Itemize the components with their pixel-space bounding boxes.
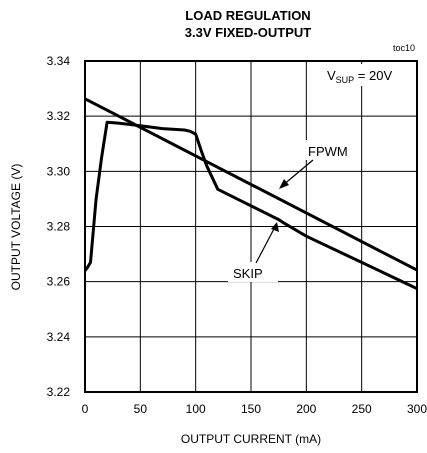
series-line-skip	[83, 120, 418, 290]
series-line-fpwm	[84, 97, 418, 272]
x-tick-label: 150	[241, 402, 261, 416]
condition-label-background	[322, 64, 398, 86]
y-tick-label: 3.26	[47, 275, 71, 289]
y-tick-label: 3.22	[47, 385, 71, 399]
y-tick-label: 3.24	[47, 330, 71, 344]
y-tick-labels: 3.22 3.24 3.26 3.28 3.30 3.32 3.34	[47, 54, 71, 399]
fpwm-arrow-head	[279, 179, 289, 189]
y-tick-label: 3.30	[47, 164, 71, 178]
y-tick-label: 3.34	[47, 54, 71, 68]
x-tick-label: 0	[82, 402, 89, 416]
chart-subtitle: 3.3V FIXED-OUTPUT	[185, 25, 311, 40]
fpwm-label-background	[305, 140, 355, 160]
skip-arrow-head	[271, 222, 279, 232]
y-tick-label: 3.28	[47, 220, 71, 234]
skip-arrow-shaft	[255, 226, 276, 264]
figure-id-label: toc10	[393, 43, 415, 53]
fpwm-arrow-shaft	[281, 159, 314, 187]
x-tick-label: 300	[407, 402, 427, 416]
y-axis-label: OUTPUT VOLTAGE (V)	[9, 164, 23, 291]
chart-title: LOAD REGULATION	[185, 8, 310, 23]
x-tick-label: 200	[296, 402, 316, 416]
x-axis-label: OUTPUT CURRENT (mA)	[181, 432, 321, 446]
fpwm-label: FPWM	[308, 144, 348, 159]
plot-frame	[84, 60, 418, 393]
y-tick-label: 3.32	[47, 109, 71, 123]
x-tick-labels: 0 50 100 150 200 250 300	[82, 402, 427, 416]
skip-label: SKIP	[233, 266, 263, 281]
skip-label-background	[228, 262, 278, 282]
x-tick-label: 100	[186, 402, 206, 416]
condition-label: VSUP = 20V	[327, 68, 392, 85]
x-tick-label: 50	[134, 402, 148, 416]
series-lines	[83, 97, 418, 290]
x-tick-label: 250	[352, 402, 372, 416]
grid-lines	[85, 61, 417, 392]
